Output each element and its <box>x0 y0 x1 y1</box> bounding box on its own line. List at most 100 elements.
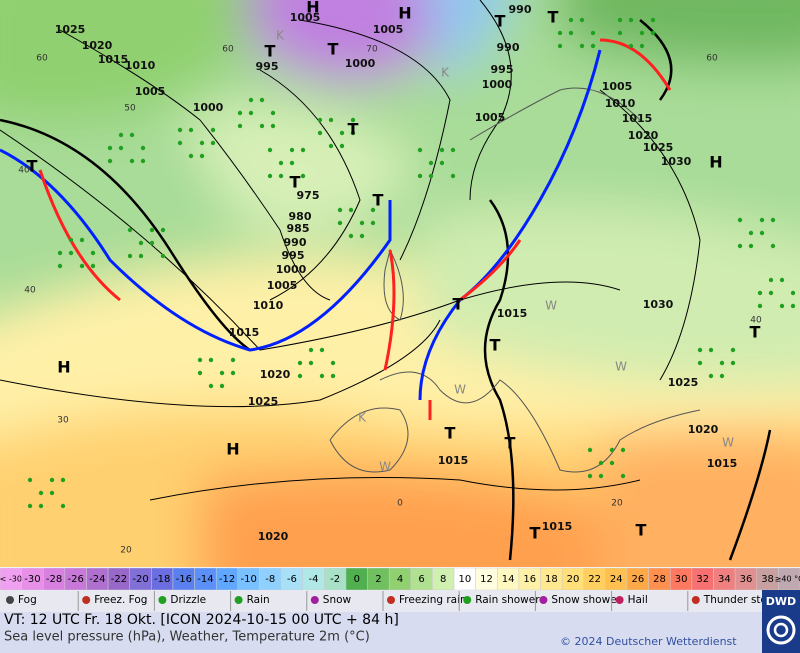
isobar-label: 1015 <box>497 307 528 320</box>
rain-dot <box>68 237 74 243</box>
rain-dot <box>439 160 445 166</box>
rain-dot <box>68 250 74 256</box>
rain-dot <box>587 447 593 453</box>
weather-icon <box>691 596 700 604</box>
rain-dot <box>557 30 563 36</box>
rain-dot <box>210 140 216 146</box>
scale-label: 0 <box>354 574 360 585</box>
scale-label: 10 <box>458 574 471 585</box>
rain-dot <box>730 347 736 353</box>
rain-dot <box>708 373 714 379</box>
scale-label: 14 <box>502 574 515 585</box>
rain-dot <box>278 160 284 166</box>
rain-dot <box>199 153 205 159</box>
weather-icon <box>463 596 472 604</box>
scale-label: 20 <box>567 574 580 585</box>
rain-dot <box>439 147 445 153</box>
scale-label: 28 <box>653 574 666 585</box>
rain-dot <box>350 130 356 136</box>
rain-dot <box>27 503 33 509</box>
scale-label: 26 <box>631 574 644 585</box>
rain-dot <box>328 143 334 149</box>
pressure-center: T <box>505 434 516 453</box>
pressure-center: T <box>495 12 506 31</box>
rain-dot <box>639 43 645 49</box>
pressure-center: T <box>548 8 559 27</box>
isobar-label: 985 <box>287 222 310 235</box>
isobars <box>0 0 701 501</box>
rain-dot <box>590 30 596 36</box>
temperature-label: 60 <box>36 54 48 64</box>
isobar-label: 1020 <box>260 368 291 381</box>
rain-dot <box>267 173 273 179</box>
isobar-label: 1020 <box>628 129 659 142</box>
rain-dot <box>90 263 96 269</box>
rain-dot <box>38 503 44 509</box>
rain-dot <box>650 17 656 23</box>
rain-dot <box>609 460 615 466</box>
isobar-label: 1025 <box>248 395 279 408</box>
temperature-scale: < -30 -30 -28 -26 -24 -22 -20 -18 -16 -14 -12 -10 -8… <box>0 567 800 591</box>
rain-dot <box>270 110 276 116</box>
isobar-label: 975 <box>297 189 320 202</box>
rain-dot <box>57 250 63 256</box>
rain-dot <box>590 43 596 49</box>
temperature-label: 20 <box>611 499 623 509</box>
rain-dot <box>359 233 365 239</box>
rain-dot <box>350 117 356 123</box>
rain-dot <box>770 243 776 249</box>
rain-dot <box>149 227 155 233</box>
rain-dot <box>199 140 205 146</box>
map-marker-label: K <box>358 411 367 425</box>
isobar-label: 1030 <box>643 298 674 311</box>
rain-dot <box>748 230 754 236</box>
rain-dot <box>779 303 785 309</box>
isobar-label: 1000 <box>276 263 307 276</box>
rain-dot <box>208 383 214 389</box>
rain-dot <box>737 243 743 249</box>
scale-label: -4 <box>309 574 319 585</box>
rain-dot <box>118 145 124 151</box>
rain-dot <box>317 130 323 136</box>
temperature-label: 50 <box>124 104 136 114</box>
rain-dot <box>557 43 563 49</box>
isobar-label: 1015 <box>622 112 653 125</box>
scale-label: -14 <box>197 574 213 585</box>
rain-dot <box>38 490 44 496</box>
rain-dot <box>57 263 63 269</box>
rain-dot <box>127 253 133 259</box>
rain-dot <box>300 147 306 153</box>
map-marker-label: K <box>276 29 285 43</box>
scale-label: -18 <box>154 574 170 585</box>
scale-label: -28 <box>46 574 62 585</box>
isobar-label: 1025 <box>668 376 699 389</box>
rain-dot <box>138 253 144 259</box>
scale-label: -30 <box>24 574 40 585</box>
rain-dot <box>779 277 785 283</box>
rain-dot <box>267 147 273 153</box>
rain-dot <box>719 373 725 379</box>
isobar-label: 1005 <box>290 11 321 24</box>
temperature-label: 60 <box>706 54 718 64</box>
rain-dot <box>428 160 434 166</box>
rain-dot <box>598 473 604 479</box>
rain-dot <box>748 243 754 249</box>
rain-dot <box>237 123 243 129</box>
rain-dot <box>568 30 574 36</box>
rain-dot <box>188 127 194 133</box>
rain-dot <box>330 373 336 379</box>
temperature-label: 40 <box>18 166 30 176</box>
isobar-label: 1020 <box>82 39 113 52</box>
pressure-center: T <box>328 40 339 59</box>
weather-legend-label: Thunder storm <box>703 594 782 606</box>
rain-dot <box>450 173 456 179</box>
isobar-label: 1005 <box>475 111 506 124</box>
scale-label: ≥40 °C <box>775 575 800 584</box>
rain-dot <box>297 360 303 366</box>
pressure-center: T <box>453 295 464 314</box>
rain-dot <box>300 173 306 179</box>
scale-label: 2 <box>375 574 381 585</box>
rain-dot <box>208 357 214 363</box>
isobar-label: 1015 <box>98 53 129 66</box>
